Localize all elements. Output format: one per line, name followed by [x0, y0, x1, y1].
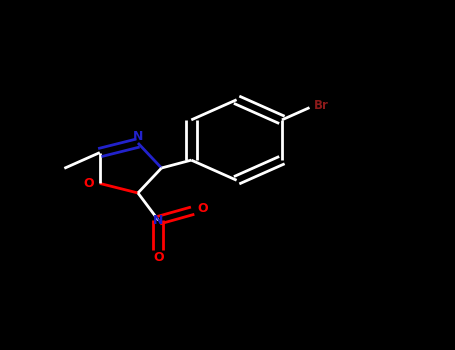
Text: O: O — [197, 202, 208, 215]
Text: N: N — [133, 130, 143, 143]
Text: N: N — [153, 214, 164, 227]
Text: O: O — [83, 177, 94, 190]
Text: O: O — [153, 251, 164, 264]
Text: Br: Br — [313, 99, 329, 112]
